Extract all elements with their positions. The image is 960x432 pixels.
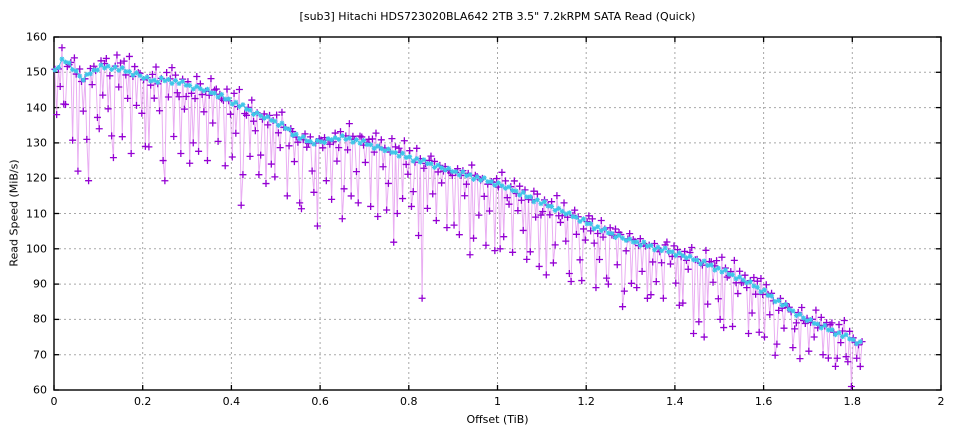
y-tick-label: 80 [33,312,47,326]
y-tick-label: 60 [33,383,47,397]
x-tick-label: 0.8 [400,395,418,408]
y-tick-label: 110 [26,207,47,220]
y-tick-label: 90 [33,277,47,291]
x-tick-label: 1 [494,395,501,408]
x-tick-label: 2 [937,395,945,408]
y-tick-label: 120 [26,171,47,185]
x-tick-label: 1.4 [666,395,684,408]
y-tick-label: 100 [26,242,47,256]
chart-title: [sub3] Hitachi HDS723020BLA642 2TB 3.5" … [299,10,696,23]
x-axis-label: Offset (TiB) [466,413,529,426]
y-tick-label: 70 [33,348,47,362]
x-tick-label: 0 [50,395,58,408]
y-tick-label: 150 [26,65,47,79]
y-tick-label: 130 [26,136,47,150]
x-tick-label: 0.2 [133,395,152,408]
x-tick-label: 1.6 [754,395,773,408]
x-tick-label: 0.4 [222,395,241,408]
y-tick-label: 160 [26,30,47,44]
y-tick-label: 140 [26,101,47,115]
x-tick-label: 1.8 [843,395,862,408]
x-tick-label: 1.2 [577,395,595,408]
x-tick-label: 0.6 [311,395,329,408]
